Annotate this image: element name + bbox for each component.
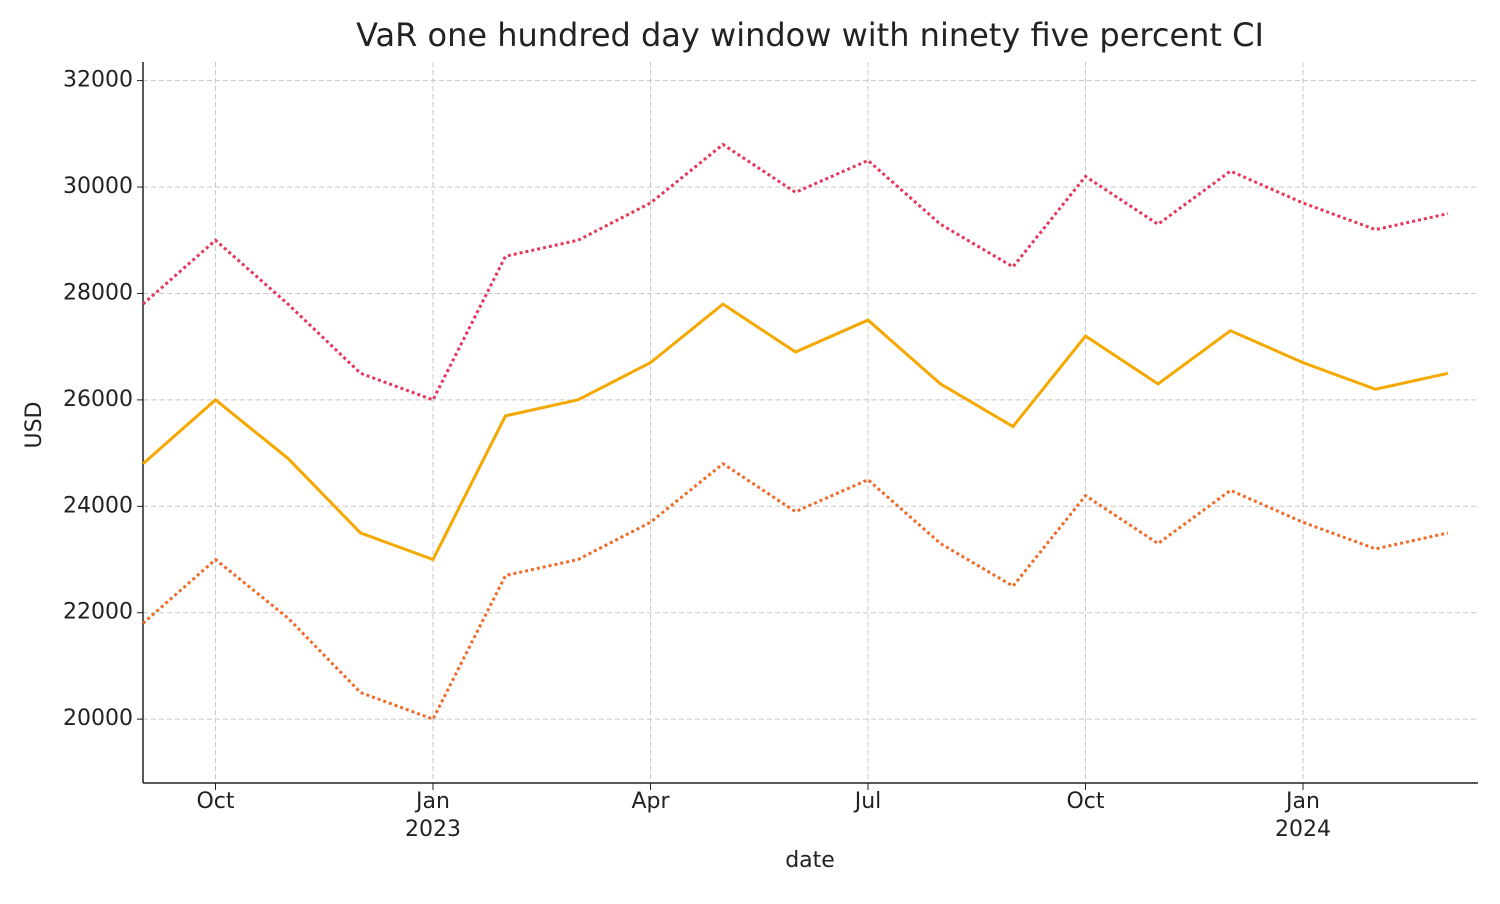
y-tick-label: 26000 [63, 387, 133, 412]
series-line [142, 142, 1449, 402]
y-tick-label: 32000 [63, 68, 133, 93]
y-tick-label: 30000 [63, 174, 133, 199]
x-tick-label: Oct [1066, 789, 1104, 814]
y-tick-label: 24000 [63, 493, 133, 518]
x-tick-sublabel: 2024 [1275, 817, 1331, 842]
x-tick-label: Jul [853, 789, 882, 814]
x-tick-label: Jan [1284, 789, 1320, 814]
x-tick-label: Apr [631, 789, 670, 814]
y-tick-label: 22000 [63, 600, 133, 625]
x-axis-label: date [785, 848, 835, 873]
series-line [142, 302, 1449, 562]
chart-title: VaR one hundred day window with ninety f… [356, 16, 1264, 54]
x-tick-label: Oct [196, 789, 234, 814]
x-tick-sublabel: 2023 [405, 817, 461, 842]
y-tick-label: 28000 [63, 280, 133, 305]
y-axis-label: USD [22, 401, 47, 448]
series-line [142, 461, 1449, 722]
y-tick-label: 20000 [63, 706, 133, 731]
x-tick-label: Jan [414, 789, 450, 814]
